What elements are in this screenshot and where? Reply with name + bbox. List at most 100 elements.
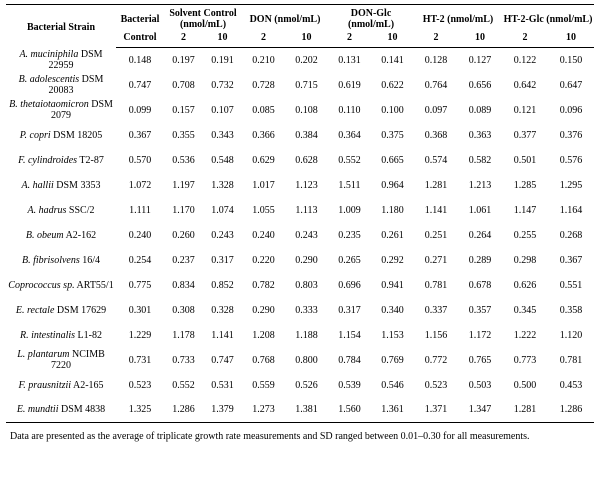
value-cell: 0.255 [513,229,537,241]
header-conc-high: 10 [548,30,595,48]
header-solvent-control: Solvent Control (nmol/mL) [164,4,242,30]
value-cell: 0.148 [128,54,152,66]
value-cell: 1.273 [242,397,285,423]
value-cell: 0.715 [295,79,318,91]
header-row-bottom: Control 2 10 2 10 2 10 2 10 2 10 [6,30,595,48]
value-cell: 0.237 [172,254,195,266]
value-cell: 0.107 [211,104,234,116]
value-cell: 0.628 [295,154,318,166]
header-conc-low: 2 [502,30,548,48]
value-cell: 0.301 [128,304,152,316]
value-cell: 0.768 [252,354,275,366]
header-conc-low: 2 [242,30,285,48]
value-cell: 1.164 [559,204,583,216]
value-cell: 0.619 [338,79,361,91]
strain-id: L1-82 [77,329,102,341]
value-cell: 0.367 [128,129,152,141]
header-conc-high: 10 [203,30,242,48]
value-cell: 0.539 [338,379,361,391]
value-cell: 0.337 [424,304,448,316]
value-cell: 1.281 [424,179,448,191]
value-cell: 1.141 [211,329,234,341]
value-cell: 0.343 [211,129,234,141]
value-cell: 0.243 [211,229,234,241]
value-cell: 1.325 [116,397,164,423]
value-cell: 0.526 [295,379,318,391]
value-cell: 0.264 [468,229,492,241]
value-cell: 0.157 [172,104,195,116]
strain-id: NCIMB 7220 [51,349,105,371]
table-row: A. hallii DSM 3353 1.072 1.197 1.328 1.017 1.… [6,173,594,198]
value-cell: 1.147 [513,204,537,216]
value-cell: 0.202 [295,54,318,66]
value-cell: 0.243 [295,229,318,241]
strain-id: T2-87 [79,154,104,166]
value-cell: 0.265 [338,254,361,266]
strain-id: DSM 18205 [53,129,103,141]
value-cell: 1.072 [128,179,152,191]
value-cell: 0.085 [252,104,275,116]
strain-id: DSM 3353 [56,179,101,191]
strain-cell: B. fibrisolvens 16/4 [6,248,116,273]
value-cell: 0.289 [468,254,492,266]
strain-cell: Coprococcus sp. ART55/1 [6,273,116,298]
value-cell: 0.964 [381,179,404,191]
table-row: P. copri DSM 18205 0.367 0.355 0.343 0.366 0.… [6,123,594,148]
table-footnote: Data are presented as the average of tri… [10,431,530,442]
value-cell: 0.096 [559,104,583,116]
strain-id: A2-162 [65,229,97,241]
header-conc-low: 2 [164,30,203,48]
header-control: Control [116,30,164,48]
strain-name: B. obeum [25,229,64,241]
table-row: Coprococcus sp. ART55/1 0.775 0.834 0.852 0.… [6,273,594,298]
value-cell: 0.500 [513,379,537,391]
table-row: F. cylindroides T2-87 0.570 0.536 0.548 0.62… [6,148,594,173]
strain-cell: B. obeum A2-162 [6,223,116,248]
value-cell: 0.559 [252,379,275,391]
value-cell: 0.552 [338,154,361,166]
value-cell: 0.260 [172,229,195,241]
header-don: DON (nmol/mL) [242,4,328,30]
strain-name: F. prausnitzii [18,379,72,391]
value-cell: 1.141 [424,204,448,216]
strain-id: SSC/2 [68,204,95,216]
table-row: A. muciniphila DSM 22959 0.148 0.197 0.191 0… [6,48,594,73]
header-bacterial: Bacterial [116,4,164,30]
value-cell: 0.364 [338,129,361,141]
strain-cell: A. muciniphila DSM 22959 [6,48,116,73]
value-cell: 0.375 [381,129,404,141]
value-cell: 1.381 [285,397,328,423]
value-cell: 0.803 [295,279,318,291]
strain-cell: E. rectale DSM 17629 [6,298,116,323]
value-cell: 0.131 [338,54,361,66]
strain-cell: F. cylindroides T2-87 [6,148,116,173]
strain-cell: B. thetaiotaomicron DSM 2079 [6,98,116,123]
strain-cell: A. hallii DSM 3353 [6,173,116,198]
value-cell: 1.379 [203,397,242,423]
value-cell: 1.328 [211,179,234,191]
value-cell: 1.156 [424,329,448,341]
value-cell: 0.345 [513,304,537,316]
value-cell: 0.357 [468,304,492,316]
value-cell: 0.150 [559,54,583,66]
value-cell: 0.358 [559,304,583,316]
value-cell: 0.377 [513,129,537,141]
table-row: B. adolescentis DSM 20083 0.747 0.708 0.732… [6,73,594,98]
value-cell: 1.286 [164,397,203,423]
value-cell: 0.220 [252,254,275,266]
value-cell: 0.210 [252,54,275,66]
value-cell: 0.099 [128,104,152,116]
value-cell: 0.784 [338,354,361,366]
strain-name: E. mundtii [16,404,59,416]
strain-id: DSM 20083 [48,74,104,96]
strain-cell: B. adolescentis DSM 20083 [6,73,116,98]
value-cell: 0.254 [128,254,152,266]
value-cell: 0.782 [252,279,275,291]
header-conc-high: 10 [285,30,328,48]
value-cell: 0.775 [128,279,152,291]
value-cell: 0.453 [559,379,583,391]
value-cell: 0.340 [381,304,404,316]
header-conc-low: 2 [414,30,458,48]
value-cell: 1.347 [458,397,502,423]
strain-id: ART55/1 [76,279,114,291]
